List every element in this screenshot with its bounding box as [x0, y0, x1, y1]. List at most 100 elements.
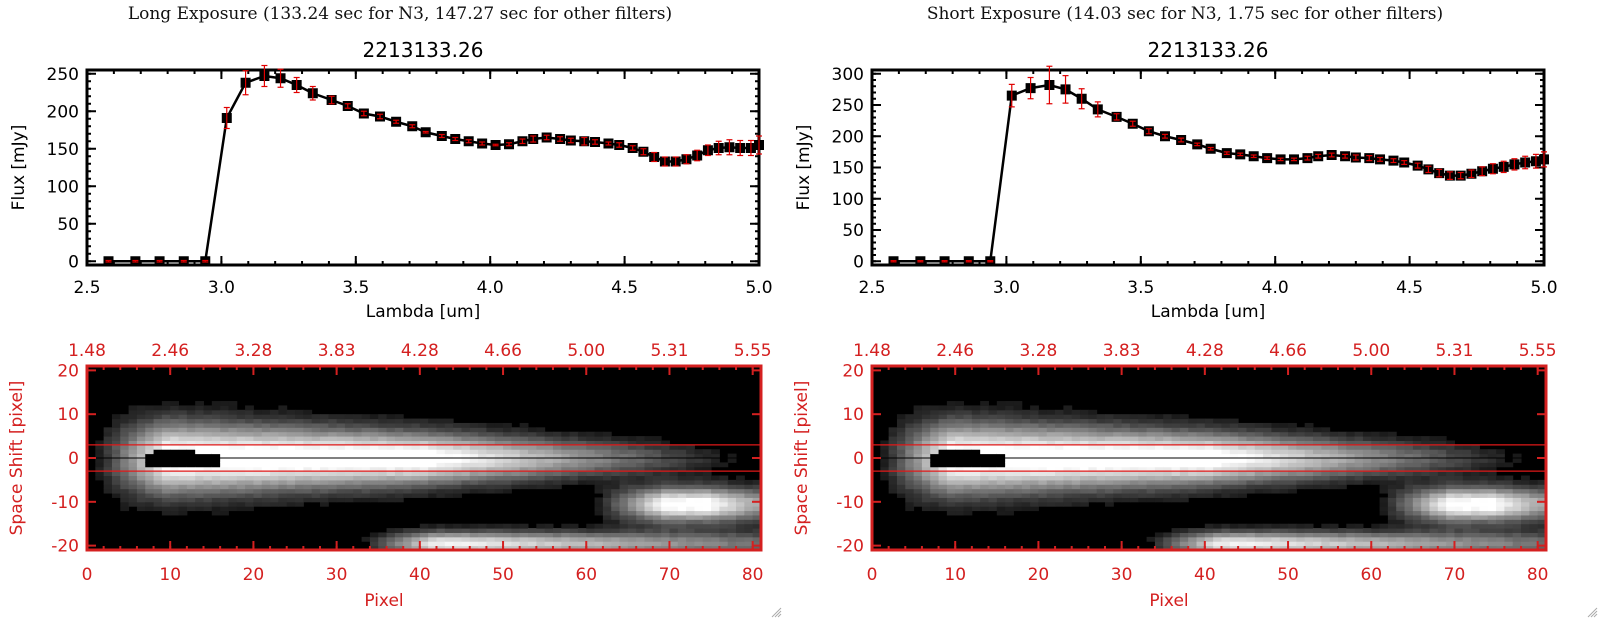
- image-pixel: [1030, 506, 1039, 512]
- image-pixel: [905, 414, 915, 420]
- image-pixel: [1221, 444, 1231, 450]
- image-pixel: [1479, 471, 1489, 477]
- image-pixel: [561, 528, 571, 533]
- error-bar: [756, 135, 762, 155]
- image-pixel: [128, 479, 138, 485]
- image-pixel: [1529, 510, 1539, 516]
- image-pixel: [228, 466, 238, 472]
- image-pixel: [145, 466, 155, 472]
- image-pixel: [311, 471, 321, 477]
- image-pixel: [980, 458, 989, 463]
- image-pixel: [619, 497, 629, 503]
- image-pixel: [128, 453, 138, 459]
- image-pixel: [494, 440, 504, 446]
- image-pixel: [336, 436, 346, 441]
- image-pixel: [561, 436, 571, 441]
- image-pixel: [1221, 440, 1231, 446]
- image-pixel: [586, 458, 596, 463]
- image-pixel: [1429, 501, 1439, 507]
- image-pixel: [661, 497, 670, 503]
- image-pixel: [1213, 431, 1222, 437]
- image-pixel: [661, 510, 670, 516]
- image-pixel: [519, 536, 529, 542]
- image-pixel: [1080, 444, 1089, 450]
- image-pixel: [711, 488, 720, 494]
- image-pixel: [1321, 449, 1331, 455]
- image-pixel: [295, 501, 304, 507]
- image-pixel: [444, 449, 454, 455]
- image-pixel: [1471, 453, 1480, 459]
- image-pixel: [1371, 532, 1381, 538]
- image-pixel: [503, 484, 512, 490]
- image-pixel: [619, 541, 629, 547]
- image-pixel: [403, 449, 413, 455]
- image-pixel: [511, 444, 521, 450]
- image-pixel: [203, 436, 213, 441]
- image-pixel: [1346, 444, 1356, 450]
- image-pixel: [1071, 466, 1081, 472]
- image-pixel: [1063, 414, 1073, 420]
- image-pixel: [394, 427, 404, 433]
- image-pixel: [1021, 475, 1031, 481]
- image-pixel: [1404, 519, 1414, 525]
- resize-grip-icon[interactable]: [770, 606, 782, 618]
- image-pixel: [569, 523, 579, 529]
- image-pixel: [261, 427, 271, 433]
- image-pixel: [880, 453, 890, 459]
- image-pixel: [1379, 541, 1389, 547]
- image-pixel: [211, 488, 221, 494]
- image-pixel: [1288, 436, 1297, 441]
- image-pixel: [270, 484, 279, 490]
- image-pixel: [178, 493, 188, 498]
- image-pixel: [128, 449, 138, 455]
- image-pixel: [1437, 484, 1447, 490]
- image-pixel: [744, 536, 754, 542]
- image-pixel: [1387, 471, 1397, 477]
- image-pixel: [1288, 440, 1297, 446]
- image-pixel: [1013, 462, 1023, 468]
- image-pixel: [1154, 466, 1164, 472]
- image-pixel: [1221, 528, 1231, 533]
- image-pixel: [353, 493, 363, 498]
- image-pixel: [569, 444, 579, 450]
- image-pixel: [1046, 484, 1056, 490]
- image-pixel: [727, 493, 737, 498]
- image-pixel: [195, 488, 204, 494]
- image-pixel: [905, 484, 915, 490]
- resize-grip-icon[interactable]: [1586, 606, 1598, 618]
- image-pixel: [186, 497, 196, 503]
- image-pixel: [627, 479, 637, 485]
- image-pixel: [1013, 493, 1023, 498]
- image-pixel: [980, 427, 989, 433]
- image-pixel: [411, 484, 421, 490]
- spectrum-line: [893, 83, 1545, 263]
- image-pixel: [686, 458, 695, 463]
- image-pixel: [955, 444, 965, 450]
- image-pixel: [1063, 427, 1073, 433]
- image-pixel: [1221, 436, 1231, 441]
- y-tick-label: 150: [47, 140, 79, 160]
- image-pixel: [561, 471, 571, 477]
- image-pixel: [1304, 528, 1314, 533]
- image-pixel: [319, 436, 329, 441]
- image-pixel: [744, 528, 754, 533]
- short-exposure-panel: Short Exposure (14.03 sec for N3, 1.75 s…: [785, 0, 1585, 630]
- y-tick-label: 150: [832, 159, 864, 179]
- image-pixel: [211, 414, 221, 420]
- image-pixel: [1030, 479, 1039, 485]
- image-pixel: [752, 506, 762, 512]
- image-pixel: [921, 497, 931, 503]
- image-pixel: [461, 458, 471, 463]
- image-pixel: [1496, 462, 1505, 468]
- image-pixel: [1437, 532, 1447, 538]
- image-pixel: [627, 436, 637, 441]
- image-pixel: [1437, 545, 1447, 551]
- error-bar: [1250, 154, 1257, 159]
- image-pixel: [478, 541, 487, 547]
- image-pixel: [203, 466, 213, 472]
- image-pixel: [344, 449, 354, 455]
- image-pixel: [528, 484, 537, 490]
- image-pixel: [1013, 449, 1023, 455]
- image-pixel: [1129, 427, 1139, 433]
- image-pixel: [636, 471, 646, 477]
